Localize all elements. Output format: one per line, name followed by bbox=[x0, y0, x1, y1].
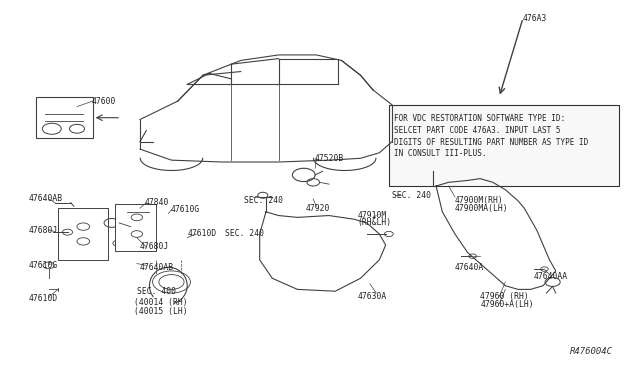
Text: 47840: 47840 bbox=[145, 198, 169, 207]
Text: (40015 (LH): (40015 (LH) bbox=[134, 307, 188, 316]
Bar bbox=[115, 205, 156, 251]
Text: 47640AB: 47640AB bbox=[140, 263, 174, 272]
Text: 47610G: 47610G bbox=[170, 205, 200, 215]
Text: 47640A: 47640A bbox=[455, 263, 484, 272]
Text: (RH&LH): (RH&LH) bbox=[357, 218, 392, 227]
Text: 47600: 47600 bbox=[92, 97, 116, 106]
Text: SEC. 240: SEC. 240 bbox=[225, 230, 264, 238]
Text: 47900M(RH): 47900M(RH) bbox=[455, 196, 504, 205]
FancyBboxPatch shape bbox=[389, 105, 619, 186]
Text: 47610D: 47610D bbox=[188, 230, 216, 238]
Text: 47610G: 47610G bbox=[28, 261, 58, 270]
Text: 47680J: 47680J bbox=[140, 243, 169, 251]
Text: 47900MA(LH): 47900MA(LH) bbox=[455, 203, 509, 213]
Text: 47680J: 47680J bbox=[28, 226, 58, 235]
Bar bbox=[58, 208, 109, 260]
Bar bbox=[36, 97, 93, 138]
Text: SEC. 240: SEC. 240 bbox=[392, 191, 431, 200]
Text: SEC. 240: SEC. 240 bbox=[244, 196, 283, 205]
Text: 47960+A(LH): 47960+A(LH) bbox=[480, 300, 534, 309]
Text: 47610D: 47610D bbox=[28, 294, 58, 303]
Text: 47640AB: 47640AB bbox=[28, 195, 63, 203]
Text: 476A3: 476A3 bbox=[523, 13, 547, 22]
Text: 47920: 47920 bbox=[306, 203, 330, 213]
Text: R476004C: R476004C bbox=[570, 347, 612, 356]
Text: 47640AA: 47640AA bbox=[534, 272, 568, 281]
Text: 47520B: 47520B bbox=[314, 154, 344, 163]
Text: (40014 (RH): (40014 (RH) bbox=[134, 298, 188, 307]
Text: 47630A: 47630A bbox=[357, 292, 387, 301]
Text: FOR VDC RESTORATION SOFTWARE TYPE ID:
SELCET PART CODE 476A3. INPUT LAST 5
DIGIT: FOR VDC RESTORATION SOFTWARE TYPE ID: SE… bbox=[394, 114, 588, 158]
Text: 47960 (RH): 47960 (RH) bbox=[480, 292, 529, 301]
Text: 47910M: 47910M bbox=[357, 211, 387, 220]
Text: SEC. 400: SEC. 400 bbox=[137, 287, 176, 296]
